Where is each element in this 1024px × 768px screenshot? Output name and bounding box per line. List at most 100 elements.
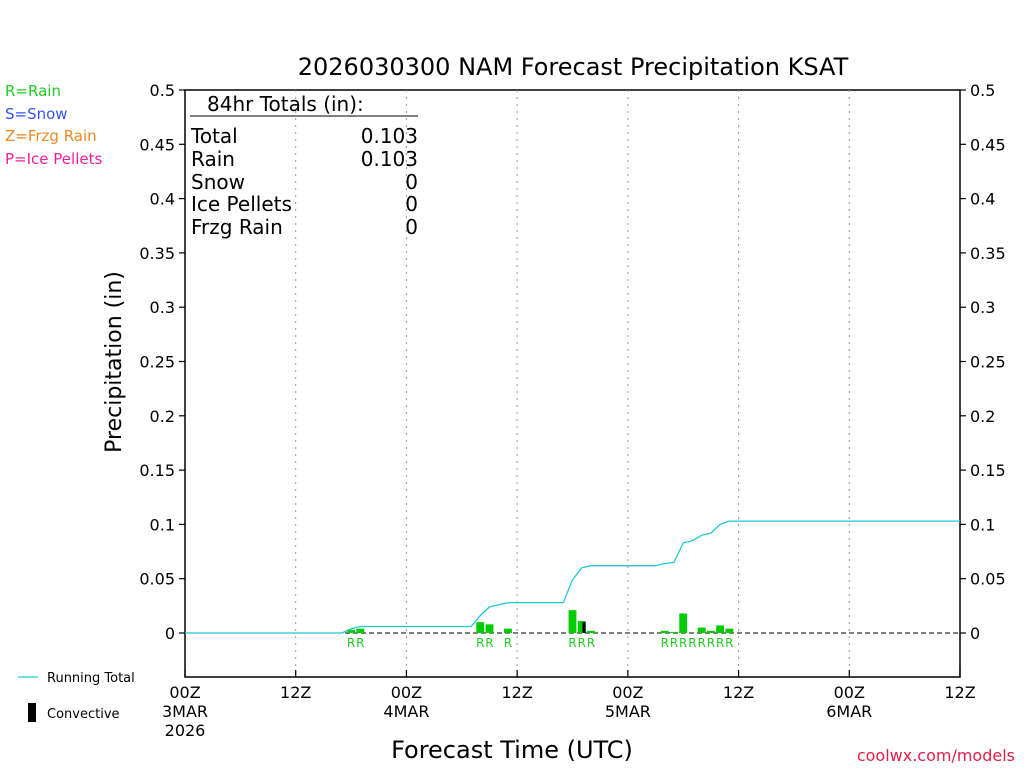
y-axis-ticks: 0 00.05 0.050.1 0.10.15 0.150.2 0.20.25 0.250.… [139,81,1005,643]
rain-bar-6 [577,621,586,633]
y-tick-label-left-5: 0.25 [139,353,175,372]
legend-ice-pellets: P=Ice Pellets [5,150,102,168]
rain-bar-12 [706,630,715,633]
rain-bar-5 [568,610,577,633]
y-tick-label-right-3: 0.15 [970,461,1006,480]
totals-heading: 84hr Totals (in): [207,92,364,116]
rain-bar-14 [725,628,734,633]
precipitation-bars [347,610,734,633]
type-label-3: R [485,636,493,650]
convective-legend-label: Convective [47,707,120,722]
type-label-11: R [688,636,696,650]
x-tick-label-2: 00Z [391,683,422,702]
type-label-1: R [356,636,364,650]
y-tick-label-right-6: 0.3 [970,298,995,317]
type-label-15: R [725,636,733,650]
x-tick-date-4: 5MAR [605,702,651,721]
totals-label-snow: Snow [191,170,245,194]
totals-label-rain: Rain [191,147,235,171]
y-tick-label-left-1: 0.05 [139,570,175,589]
y-tick-label-right-1: 0.05 [970,570,1006,589]
type-label-12: R [697,636,705,650]
rain-bar-13 [716,625,725,633]
rain-bar-11 [697,627,706,633]
totals-value-rain: 0.103 [361,147,418,171]
totals-value-total: 0.103 [361,124,418,148]
type-label-14: R [716,636,724,650]
y-tick-label-right-8: 0.4 [970,190,995,209]
y-tick-label-left-9: 0.45 [139,135,175,154]
type-label-2: R [476,636,484,650]
x-tick-label-0: 00Z [169,683,200,702]
rain-bar-8 [660,630,669,633]
rain-bar-9 [670,631,678,633]
y-tick-label-left-10: 0.5 [150,81,175,100]
x-tick-label-4: 00Z [612,683,643,702]
type-label-7: R [587,636,595,650]
totals-value-frzg-rain: 0 [405,215,418,239]
x-tick-date-0: 3MAR [162,702,208,721]
rain-bar-4 [503,628,512,633]
totals-value-snow: 0 [405,170,418,194]
x-tick-label-1: 12Z [280,683,311,702]
y-tick-label-left-8: 0.4 [150,190,175,209]
vertical-gridlines [295,90,850,677]
y-tick-label-right-5: 0.25 [970,353,1006,372]
type-label-13: R [707,636,715,650]
totals-value-ice-pellets: 0 [405,192,418,216]
type-label-5: R [568,636,576,650]
type-label-6: R [578,636,586,650]
rain-bar-0 [347,629,355,633]
x-tick-label-5: 12Z [723,683,754,702]
rain-bar-2 [476,622,485,633]
type-label-4: R [504,636,512,650]
type-label-0: R [347,636,355,650]
plot-frame [184,89,961,678]
type-label-9: R [670,636,678,650]
totals-label-ice-pellets: Ice Pellets [191,192,292,216]
legend-frzg-rain: Z=Frzg Rain [5,127,97,145]
x-tick-label-6: 00Z [834,683,865,702]
rain-bar-1 [356,628,365,633]
precip-type-legend: R=Rain S=Snow Z=Frzg Rain P=Ice Pellets [5,82,102,168]
series-legend: Running Total Convective [18,671,135,722]
x-tick-label-7: 12Z [944,683,975,702]
running-total-legend-label: Running Total [47,671,135,686]
totals-box: 84hr Totals (in): Total 0.103 Rain 0.103… [190,92,418,239]
x-axis-label: Forecast Time (UTC) [391,736,633,764]
y-tick-label-left-7: 0.35 [139,244,175,263]
rain-bar-7 [587,630,595,633]
x-tick-year-0: 2026 [165,721,206,740]
y-tick-label-left-2: 0.1 [150,515,175,534]
y-axis-label: Precipitation (in) [102,271,127,453]
rain-bar-3 [485,624,494,633]
convective-bar-0 [582,622,586,633]
totals-label-frzg-rain: Frzg Rain [191,215,283,239]
y-tick-label-left-0: 0 [165,624,175,643]
legend-snow: S=Snow [5,105,68,123]
y-tick-label-right-10: 0.5 [970,81,995,100]
running-total-line [185,520,960,634]
y-tick-label-left-6: 0.3 [150,298,175,317]
type-label-8: R [661,636,669,650]
legend-rain: R=Rain [5,82,61,100]
x-tick-label-3: 12Z [501,683,532,702]
y-tick-label-right-7: 0.35 [970,244,1006,263]
credit-text: coolwx.com/models [857,746,1015,765]
y-tick-label-right-0: 0 [970,624,980,643]
type-label-10: R [679,636,687,650]
y-tick-label-left-4: 0.2 [150,407,175,426]
x-tick-date-6: 6MAR [826,702,872,721]
totals-label-total: Total [190,124,238,148]
convective-legend-swatch [28,703,36,722]
rain-bar-10 [679,613,688,633]
y-tick-label-right-2: 0.1 [970,515,995,534]
chart-title: 2026030300 NAM Forecast Precipitation KS… [298,53,849,81]
x-tick-date-2: 4MAR [383,702,429,721]
y-tick-label-right-9: 0.45 [970,135,1006,154]
y-tick-label-left-3: 0.15 [139,461,175,480]
y-tick-label-right-4: 0.2 [970,407,995,426]
